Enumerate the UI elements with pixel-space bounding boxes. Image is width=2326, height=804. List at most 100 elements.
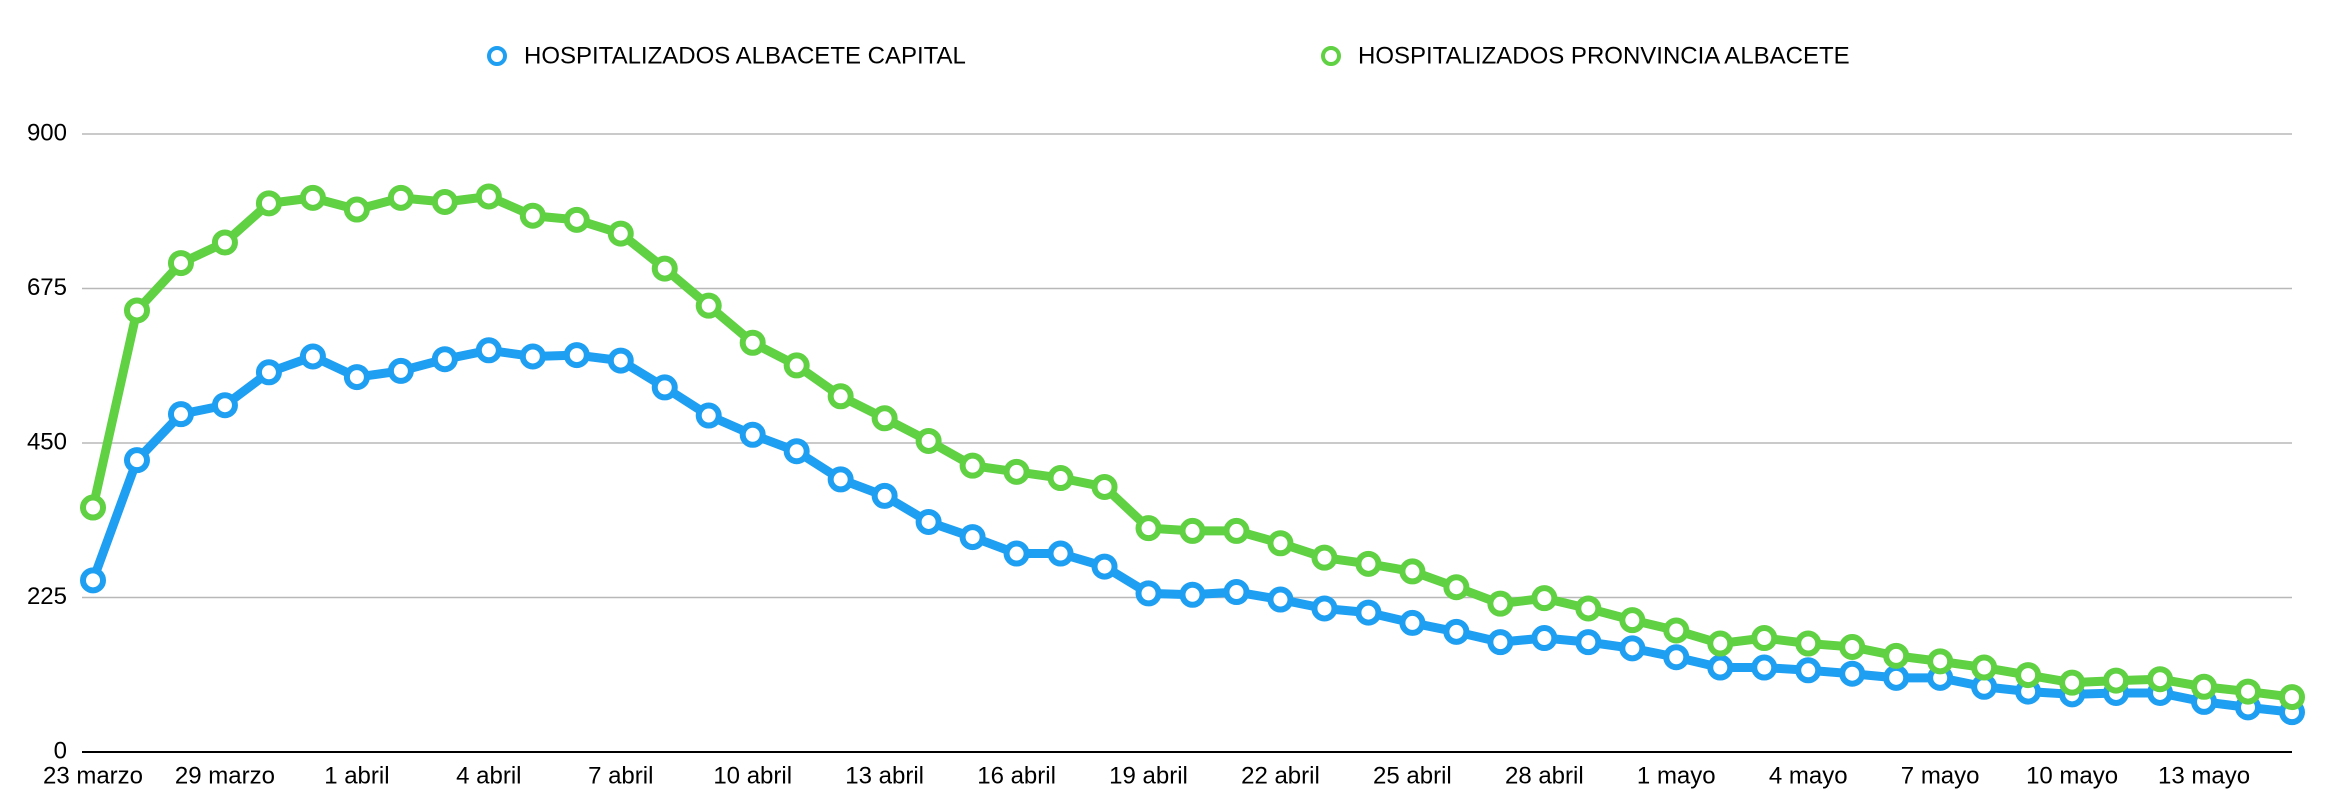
data-point (2059, 669, 2086, 696)
legend-label: HOSPITALIZADOS PRONVINCIA ALBACETE (1358, 42, 1850, 69)
data-point (1443, 618, 1470, 645)
data-point (1091, 473, 1118, 500)
data-point (2103, 667, 2130, 694)
data-point (1839, 660, 1866, 687)
data-point (827, 383, 854, 410)
data-point (211, 229, 238, 256)
data-point (2147, 666, 2174, 693)
data-point (2191, 673, 2218, 700)
data-point (607, 220, 634, 247)
data-point (651, 255, 678, 282)
data-point (431, 346, 458, 373)
legend-marker (487, 46, 507, 66)
data-point (563, 342, 590, 369)
x-tick-label: 10 mayo (2026, 762, 2118, 789)
data-point (1707, 630, 1734, 657)
x-tick-label: 28 abril (1505, 762, 1584, 789)
data-point (1663, 617, 1690, 644)
data-point (1663, 644, 1690, 671)
x-tick-label: 13 mayo (2158, 762, 2250, 789)
data-point (343, 196, 370, 223)
data-point (1751, 625, 1778, 652)
data-point (1179, 581, 1206, 608)
data-point (1311, 595, 1338, 622)
data-point (255, 359, 282, 386)
series-line (88, 191, 2293, 702)
x-tick-label: 1 mayo (1637, 762, 1716, 789)
data-point (651, 374, 678, 401)
data-point (1311, 544, 1338, 571)
data-point (959, 524, 986, 551)
data-point (343, 364, 370, 391)
data-point (211, 392, 238, 419)
data-point (1927, 648, 1954, 675)
data-point (607, 347, 634, 374)
data-point (1179, 517, 1206, 544)
data-point (255, 190, 282, 217)
data-point (1443, 574, 1470, 601)
y-tick-label: 225 (27, 583, 67, 610)
data-point (695, 292, 722, 319)
data-point (871, 405, 898, 432)
data-point (80, 494, 106, 521)
data-point (1839, 633, 1866, 660)
data-point (1751, 654, 1778, 681)
data-point (519, 343, 546, 370)
x-tick-label: 29 marzo (175, 762, 275, 789)
data-point (1619, 635, 1646, 662)
data-point (1091, 553, 1118, 580)
data-point (1619, 607, 1646, 634)
data-point (871, 482, 898, 509)
data-point (475, 337, 502, 364)
data-point (1795, 657, 1822, 684)
x-tick-label: 1 abril (324, 762, 389, 789)
data-point (1707, 654, 1734, 681)
x-tick-label: 7 mayo (1901, 762, 1980, 789)
data-point (167, 401, 194, 428)
y-tick-label: 675 (27, 274, 67, 301)
data-point (2279, 684, 2305, 711)
data-point (695, 402, 722, 429)
legend-label: HOSPITALIZADOS ALBACETE CAPITAL (524, 42, 966, 69)
data-point (959, 452, 986, 479)
legend-marker (1321, 46, 1341, 66)
data-point (1003, 540, 1030, 567)
data-point (1135, 580, 1162, 607)
data-point (1487, 629, 1514, 656)
data-point (80, 567, 106, 594)
data-point (123, 297, 150, 324)
data-point (167, 250, 194, 277)
data-point (739, 421, 766, 448)
x-tick-label: 19 abril (1109, 762, 1188, 789)
data-point (1971, 654, 1998, 681)
x-tick-label: 13 abril (845, 762, 924, 789)
data-point (1531, 585, 1558, 612)
x-tick-label: 7 abril (588, 762, 653, 789)
data-point (2015, 662, 2042, 689)
data-point (563, 206, 590, 233)
data-point (739, 329, 766, 356)
data-point (299, 184, 326, 211)
data-point (299, 343, 326, 370)
data-point (2235, 678, 2262, 705)
x-tick-label: 25 abril (1373, 762, 1452, 789)
data-point (1883, 642, 1910, 669)
y-tick-label: 450 (27, 428, 67, 455)
y-tick-label: 0 (54, 737, 67, 764)
data-point (915, 508, 942, 535)
data-point (1267, 530, 1294, 557)
data-point (1223, 579, 1250, 606)
data-point (1355, 599, 1382, 626)
x-tick-label: 22 abril (1241, 762, 1320, 789)
data-point (783, 352, 810, 379)
data-point (1047, 465, 1074, 492)
data-point (1355, 550, 1382, 577)
data-point (1575, 595, 1602, 622)
data-point (1795, 630, 1822, 657)
x-tick-label: 4 abril (456, 762, 521, 789)
data-point (387, 357, 414, 384)
data-point (1223, 517, 1250, 544)
data-point (1267, 586, 1294, 613)
x-tick-label: 23 marzo (43, 762, 143, 789)
